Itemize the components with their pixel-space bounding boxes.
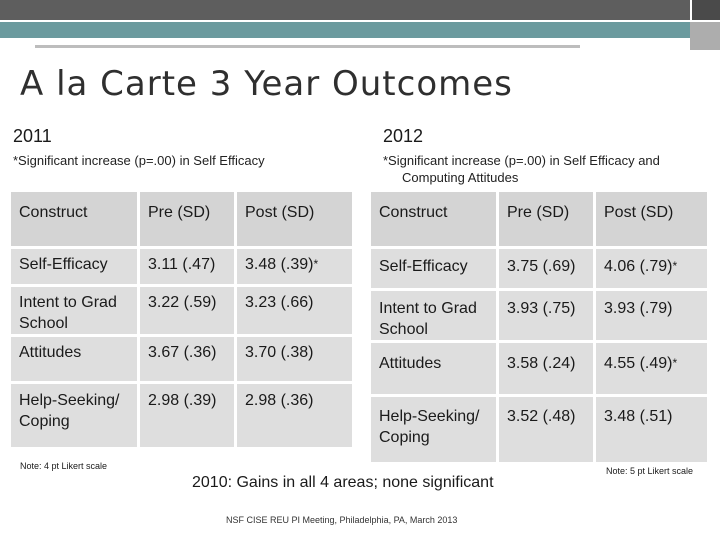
- post-score-value: 3.23 (.66): [245, 294, 314, 311]
- table-row: Self-Efficacy 3.75 (.69) 4.06 (.79)*: [371, 249, 707, 291]
- outcomes-table-2011: Construct Pre (SD) Post (SD) Self-Effica…: [11, 192, 352, 447]
- post-score-value: 4.55 (.49): [604, 355, 673, 372]
- column-header-post: Post (SD): [596, 192, 707, 249]
- table-row: Attitudes 3.58 (.24) 4.55 (.49)*: [371, 343, 707, 397]
- top-banner-corner: [692, 0, 720, 20]
- table-row: Self-Efficacy 3.11 (.47) 3.48 (.39)*: [11, 249, 352, 287]
- significance-note-2012-line2: Computing Attitudes: [402, 170, 519, 185]
- column-header-construct: Construct: [11, 192, 140, 249]
- column-header-pre: Pre (SD): [499, 192, 596, 249]
- column-header-post: Post (SD): [237, 192, 352, 249]
- pre-score-cell: 2.98 (.39): [140, 384, 237, 447]
- post-score-value: 3.93 (.79): [604, 300, 673, 317]
- likert-note-2012: Note: 5 pt Likert scale: [606, 466, 694, 476]
- top-banner-dark: [0, 0, 690, 20]
- post-score-value: 3.70 (.38): [245, 344, 314, 361]
- footer-citation: NSF CISE REU PI Meeting, Philadelphia, P…: [226, 515, 458, 525]
- table-row: Intent to Grad School 3.22 (.59) 3.23 (.…: [11, 287, 352, 337]
- construct-cell: Intent to Grad School: [11, 287, 140, 337]
- post-score-value: 2.98 (.36): [245, 392, 314, 409]
- post-score-value: 4.06 (.79): [604, 258, 673, 275]
- post-score-cell: 4.55 (.49)*: [596, 343, 707, 397]
- significance-star: *: [672, 356, 678, 370]
- table-row: Intent to Grad School 3.93 (.75) 3.93 (.…: [371, 291, 707, 343]
- top-banner-side-block: [690, 22, 720, 50]
- pre-score-cell: 3.75 (.69): [499, 249, 596, 291]
- post-score-cell: 2.98 (.36): [237, 384, 352, 447]
- year-2012-heading: 2012: [383, 126, 424, 146]
- significance-note-2012-line1: *Significant increase (p=.00) in Self Ef…: [383, 153, 660, 168]
- table-row: Attitudes 3.67 (.36) 3.70 (.38): [11, 337, 352, 384]
- outcomes-table-2012: Construct Pre (SD) Post (SD) Self-Effica…: [371, 192, 707, 462]
- summary-2010: 2010: Gains in all 4 areas; none signifi…: [192, 474, 494, 491]
- construct-cell: Help-Seeking/ Coping: [371, 397, 499, 462]
- construct-cell: Intent to Grad School: [371, 291, 499, 343]
- title-underline-bar: [35, 45, 580, 48]
- construct-cell: Attitudes: [11, 337, 140, 384]
- post-score-cell: 3.48 (.39)*: [237, 249, 352, 287]
- pre-score-cell: 3.93 (.75): [499, 291, 596, 343]
- table-row: Help-Seeking/ Coping 2.98 (.39) 2.98 (.3…: [11, 384, 352, 447]
- significance-star: *: [672, 259, 678, 273]
- post-score-cell: 3.70 (.38): [237, 337, 352, 384]
- post-score-cell: 3.23 (.66): [237, 287, 352, 337]
- table-header-row: Construct Pre (SD) Post (SD): [371, 192, 707, 249]
- column-header-construct: Construct: [371, 192, 499, 249]
- post-score-cell: 4.06 (.79)*: [596, 249, 707, 291]
- post-score-cell: 3.93 (.79): [596, 291, 707, 343]
- pre-score-cell: 3.67 (.36): [140, 337, 237, 384]
- construct-cell: Self-Efficacy: [11, 249, 140, 287]
- construct-cell: Attitudes: [371, 343, 499, 397]
- post-score-value: 3.48 (.39): [245, 256, 314, 273]
- construct-cell: Help-Seeking/ Coping: [11, 384, 140, 447]
- significance-note-2011: *Significant increase (p=.00) in Self Ef…: [13, 153, 265, 168]
- pre-score-cell: 3.58 (.24): [499, 343, 596, 397]
- column-header-pre: Pre (SD): [140, 192, 237, 249]
- table-row: Help-Seeking/ Coping 3.52 (.48) 3.48 (.5…: [371, 397, 707, 462]
- post-score-value: 3.48 (.51): [604, 408, 673, 425]
- pre-score-cell: 3.52 (.48): [499, 397, 596, 462]
- slide-title: A la Carte 3 Year Outcomes: [20, 64, 513, 104]
- significance-star: *: [313, 257, 319, 271]
- top-banner-accent: [0, 22, 720, 38]
- post-score-cell: 3.48 (.51): [596, 397, 707, 462]
- likert-note-2011: Note: 4 pt Likert scale: [20, 461, 108, 471]
- significance-note-2012: *Significant increase (p=.00) in Self Ef…: [383, 152, 703, 186]
- table-header-row: Construct Pre (SD) Post (SD): [11, 192, 352, 249]
- year-2011-heading: 2011: [13, 126, 52, 146]
- pre-score-cell: 3.22 (.59): [140, 287, 237, 337]
- pre-score-cell: 3.11 (.47): [140, 249, 237, 287]
- construct-cell: Self-Efficacy: [371, 249, 499, 291]
